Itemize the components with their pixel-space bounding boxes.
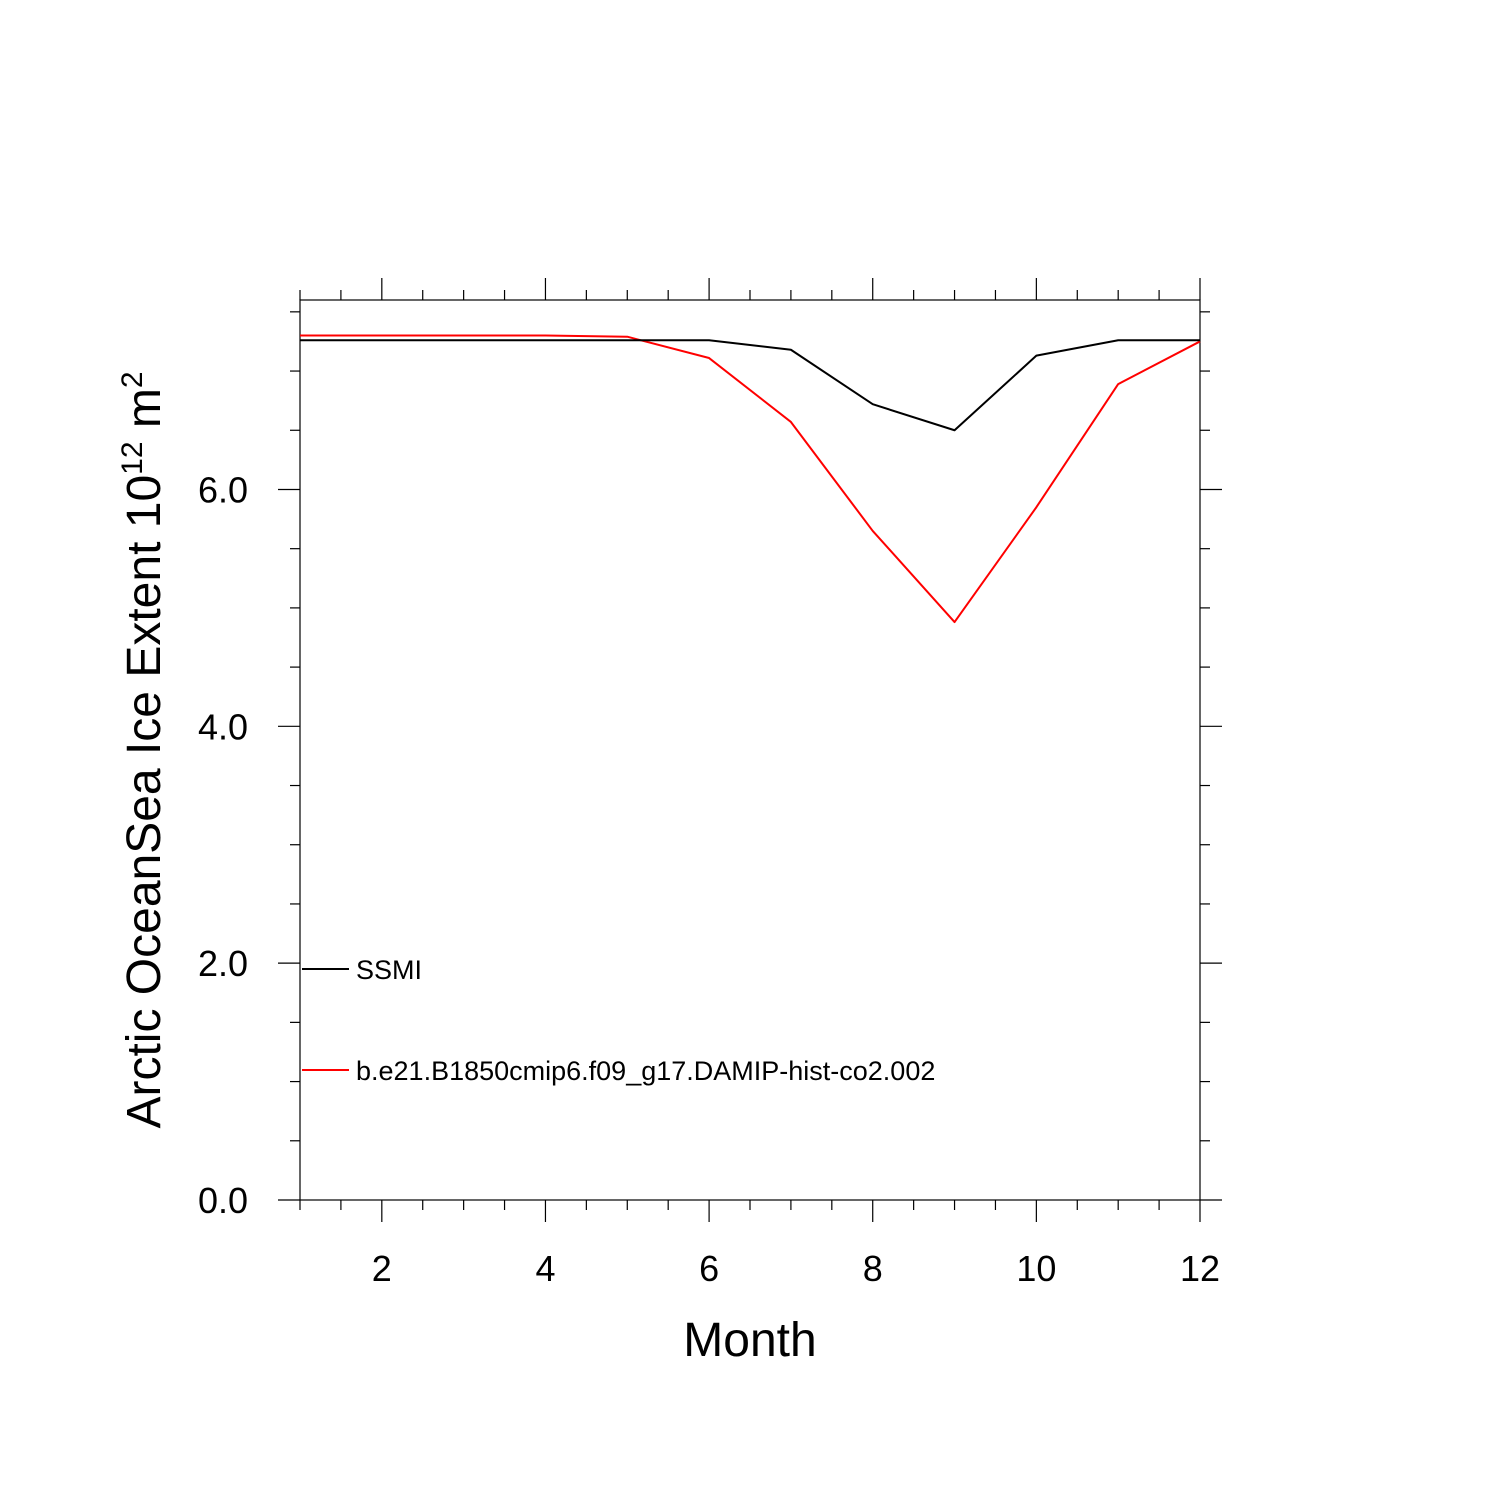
x-tick-label: 4 (535, 1248, 555, 1289)
legend: SSMI b.e21.B1850cmip6.f09_g17.DAMIP-hist-… (302, 955, 935, 1086)
y-tick-label: 4.0 (198, 706, 248, 747)
series-line (300, 334, 1201, 624)
x-tick-label: 8 (863, 1248, 883, 1289)
y-axis-title: Arctic OceanSea Ice Extent 1012 m2 (116, 371, 171, 1128)
x-tick-label: 12 (1180, 1248, 1220, 1289)
axis-tick-labels: 2 4 6 8 10 12 0.0 2.0 4.0 6.0 (198, 469, 1220, 1289)
legend-label: SSMI (356, 955, 422, 985)
x-tick-label: 6 (699, 1248, 719, 1289)
x-tick-label: 2 (372, 1248, 392, 1289)
y-tick-label: 6.0 (198, 469, 248, 510)
y-tick-label: 2.0 (198, 943, 248, 984)
y-tick-label: 0.0 (198, 1180, 248, 1221)
series-line (300, 339, 1200, 432)
series-lines (300, 334, 1201, 624)
legend-label: b.e21.B1850cmip6.f09_g17.DAMIP-hist-co2.… (356, 1056, 935, 1086)
axis-ticks (278, 278, 1222, 1222)
x-axis-title: Month (683, 1314, 816, 1367)
x-tick-label: 10 (1016, 1248, 1056, 1289)
